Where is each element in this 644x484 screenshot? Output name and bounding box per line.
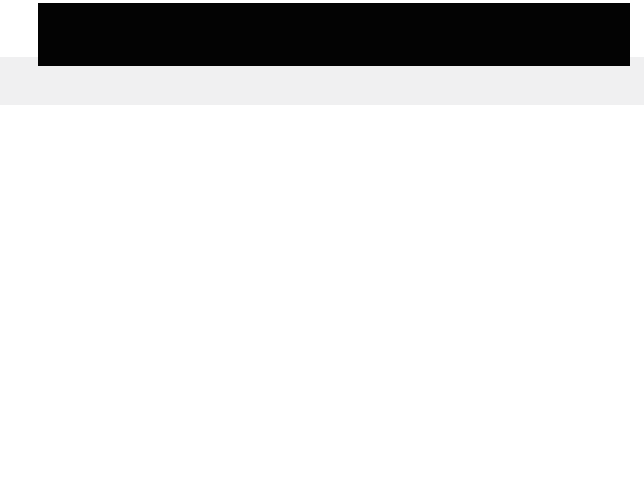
title-banner xyxy=(38,3,630,66)
cumulative-return-chart xyxy=(0,130,644,484)
